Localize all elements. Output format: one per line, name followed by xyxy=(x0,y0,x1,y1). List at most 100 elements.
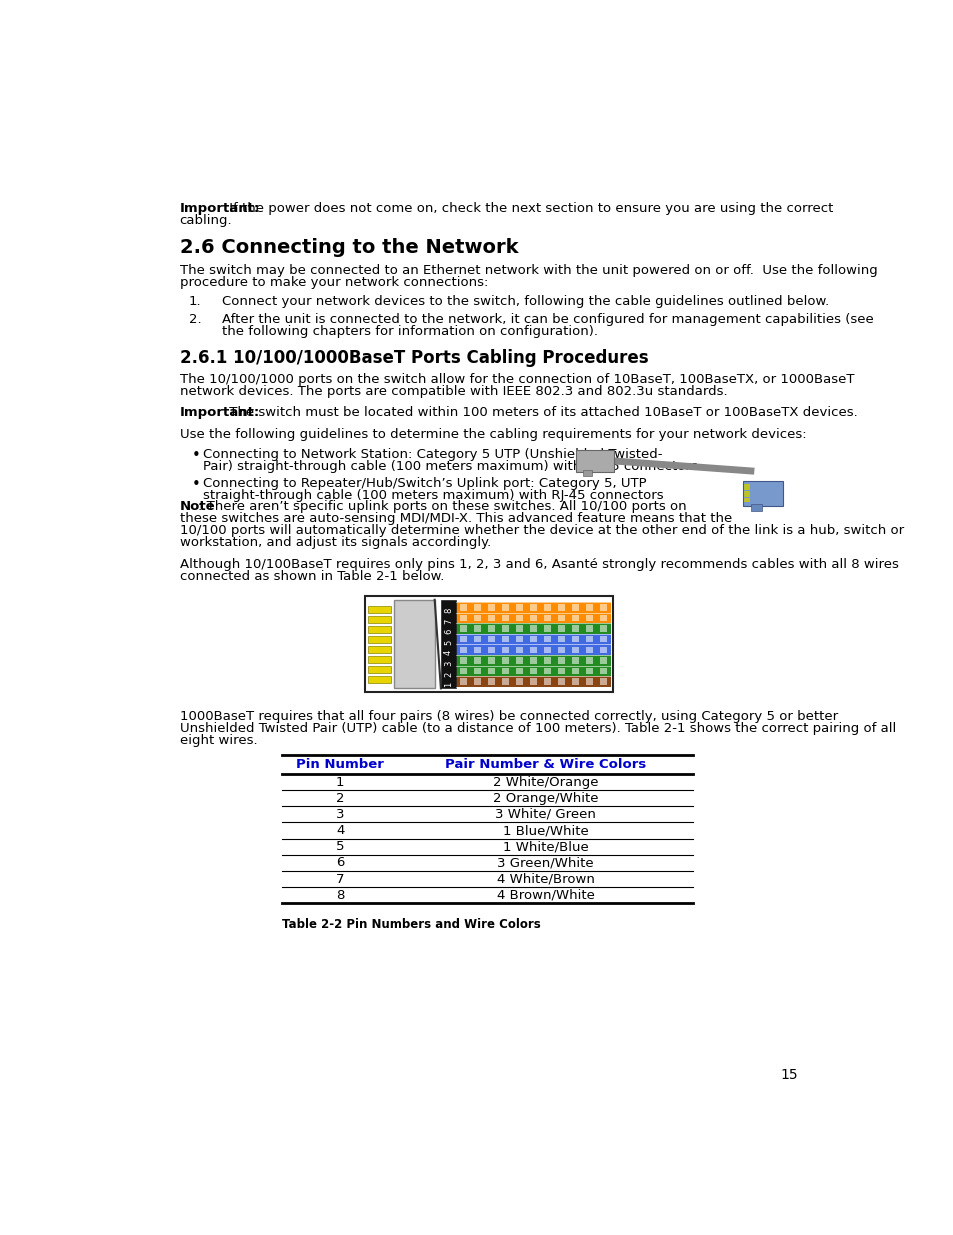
Bar xyxy=(474,615,480,621)
Bar xyxy=(456,677,611,687)
Bar xyxy=(488,647,495,653)
Bar xyxy=(459,604,467,610)
Text: Pin Number: Pin Number xyxy=(295,758,384,771)
Bar xyxy=(488,625,495,632)
Text: : There aren’t specific uplink ports on these switches. All 10/100 ports on: : There aren’t specific uplink ports on … xyxy=(198,500,686,514)
Bar xyxy=(456,624,611,634)
Bar xyxy=(459,678,467,684)
Text: Unshielded Twisted Pair (UTP) cable (to a distance of 100 meters). Table 2-1 sho: Unshielded Twisted Pair (UTP) cable (to … xyxy=(179,722,895,735)
Bar xyxy=(474,636,480,642)
Text: 4: 4 xyxy=(444,650,453,656)
Bar xyxy=(599,678,606,684)
Text: 8: 8 xyxy=(444,608,453,613)
Bar xyxy=(558,657,564,663)
Bar xyxy=(571,668,578,674)
Bar xyxy=(368,656,391,663)
Text: 2.6.1 10/100/1000BaseT Ports Cabling Procedures: 2.6.1 10/100/1000BaseT Ports Cabling Pro… xyxy=(179,350,648,367)
Text: Use the following guidelines to determine the cabling requirements for your netw: Use the following guidelines to determin… xyxy=(179,427,805,441)
Bar xyxy=(599,615,606,621)
Text: connected as shown in Table 2-1 below.: connected as shown in Table 2-1 below. xyxy=(179,569,443,583)
Text: 3: 3 xyxy=(444,661,453,666)
Bar xyxy=(456,655,611,666)
Text: 2 Orange/White: 2 Orange/White xyxy=(493,792,598,805)
Text: 3 Green/White: 3 Green/White xyxy=(497,856,593,869)
Bar xyxy=(585,615,592,621)
Bar xyxy=(571,647,578,653)
Text: 2.: 2. xyxy=(189,314,201,326)
Bar xyxy=(599,647,606,653)
Text: 2: 2 xyxy=(335,792,344,805)
Bar xyxy=(394,600,435,688)
Text: 4 Brown/White: 4 Brown/White xyxy=(497,889,594,902)
Bar xyxy=(501,668,509,674)
Bar xyxy=(459,636,467,642)
Text: Pair Number & Wire Colors: Pair Number & Wire Colors xyxy=(444,758,645,771)
Bar xyxy=(530,647,537,653)
Bar xyxy=(530,636,537,642)
Bar xyxy=(571,657,578,663)
Text: 4: 4 xyxy=(335,824,344,837)
Text: Note: Note xyxy=(179,500,215,514)
Bar xyxy=(599,636,606,642)
Bar xyxy=(488,615,495,621)
Bar xyxy=(543,678,550,684)
Bar xyxy=(501,657,509,663)
Bar xyxy=(571,678,578,684)
Bar xyxy=(543,657,550,663)
Bar xyxy=(516,604,522,610)
Bar xyxy=(530,604,537,610)
Text: Connecting to Network Station: Category 5 UTP (Unshielded Twisted-: Connecting to Network Station: Category … xyxy=(203,448,661,461)
Bar xyxy=(750,504,760,511)
Bar xyxy=(516,647,522,653)
Bar xyxy=(474,647,480,653)
Bar xyxy=(543,636,550,642)
Text: network devices. The ports are compatible with IEEE 802.3 and 802.3u standards.: network devices. The ports are compatibl… xyxy=(179,385,726,398)
Bar xyxy=(571,625,578,632)
Bar xyxy=(599,657,606,663)
Bar xyxy=(474,668,480,674)
Bar xyxy=(585,678,592,684)
Bar xyxy=(516,615,522,621)
Bar xyxy=(368,666,391,673)
Text: •: • xyxy=(192,477,200,492)
Bar xyxy=(742,480,782,505)
Text: procedure to make your network connections:: procedure to make your network connectio… xyxy=(179,277,488,289)
Bar xyxy=(456,613,611,624)
Text: these switches are auto-sensing MDI/MDI-X. This advanced feature means that the: these switches are auto-sensing MDI/MDI-… xyxy=(179,513,731,525)
Bar xyxy=(488,668,495,674)
Bar xyxy=(599,604,606,610)
Bar xyxy=(516,625,522,632)
Bar xyxy=(501,636,509,642)
Bar xyxy=(456,634,611,645)
Bar xyxy=(368,606,391,613)
Text: Although 10/100BaseT requires only pins 1, 2, 3 and 6, Asanté strongly recommend: Although 10/100BaseT requires only pins … xyxy=(179,558,898,571)
Bar xyxy=(459,615,467,621)
Text: After the unit is connected to the network, it can be configured for management : After the unit is connected to the netwo… xyxy=(222,314,873,326)
Text: straight-through cable (100 meters maximum) with RJ-45 connectors: straight-through cable (100 meters maxim… xyxy=(203,489,663,501)
Text: •: • xyxy=(192,448,200,463)
Bar xyxy=(516,678,522,684)
Text: workstation, and adjust its signals accordingly.: workstation, and adjust its signals acco… xyxy=(179,536,491,550)
Text: 5: 5 xyxy=(444,640,453,645)
Bar xyxy=(543,647,550,653)
Bar xyxy=(488,636,495,642)
Text: 2: 2 xyxy=(444,672,453,677)
Text: Pair) straight-through cable (100 meters maximum) with RJ-45 connectors: Pair) straight-through cable (100 meters… xyxy=(203,459,697,473)
Bar xyxy=(543,625,550,632)
Text: 1: 1 xyxy=(335,776,344,788)
Text: Important:: Important: xyxy=(179,203,259,215)
Bar xyxy=(368,636,391,643)
Bar xyxy=(571,604,578,610)
Bar xyxy=(599,668,606,674)
Bar xyxy=(530,668,537,674)
Bar xyxy=(530,625,537,632)
Text: 4 White/Brown: 4 White/Brown xyxy=(497,873,594,885)
Text: 2.6 Connecting to the Network: 2.6 Connecting to the Network xyxy=(179,238,517,257)
Bar xyxy=(516,657,522,663)
Text: Important:: Important: xyxy=(179,406,259,419)
Bar xyxy=(558,615,564,621)
Bar xyxy=(585,636,592,642)
Bar xyxy=(585,625,592,632)
Bar xyxy=(368,676,391,683)
Bar xyxy=(459,625,467,632)
